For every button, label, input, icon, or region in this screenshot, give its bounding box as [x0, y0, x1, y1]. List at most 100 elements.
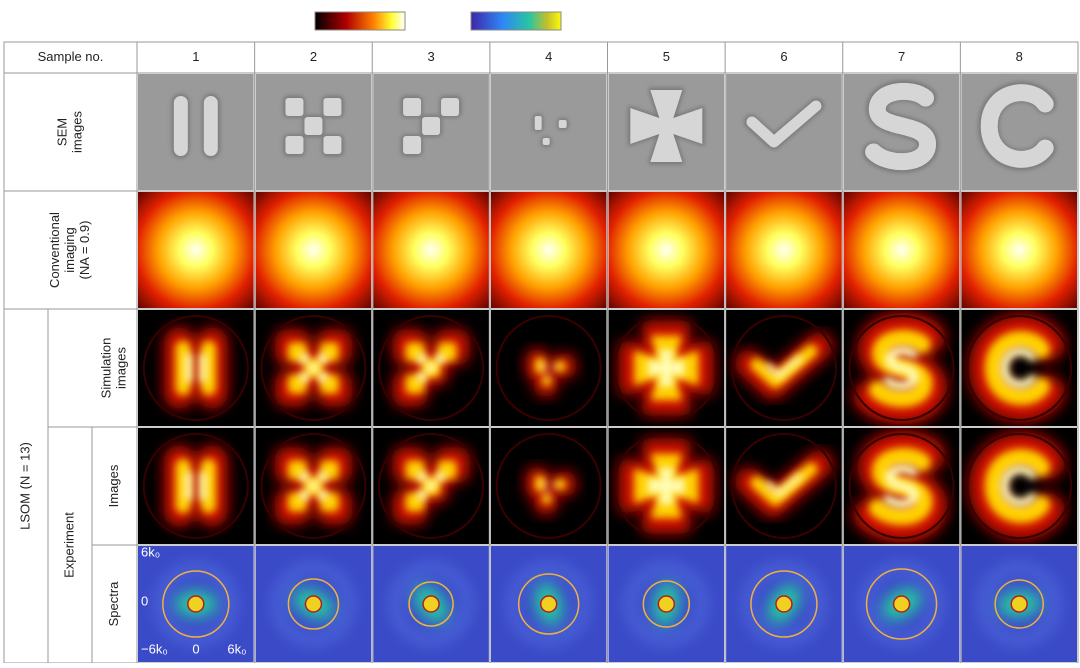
cell-bg: [255, 191, 373, 309]
image-cell: [608, 309, 726, 427]
cell-bg: [490, 73, 608, 191]
row-label: (NA = 0.9): [77, 221, 92, 280]
shape-part: [546, 374, 550, 378]
shape-part: [441, 98, 459, 116]
cell-bg: [137, 427, 255, 545]
shape-part: [436, 354, 445, 363]
image-cell: [608, 427, 726, 545]
dc-spot: [658, 596, 674, 612]
shape-part: [417, 373, 426, 382]
sample-number: 2: [310, 49, 317, 64]
cell-bg: [372, 191, 490, 309]
cell-bg: [960, 191, 1078, 309]
shape-part: [323, 136, 341, 154]
dc-spot: [423, 596, 439, 612]
image-cell: [960, 191, 1078, 309]
sample-number: 4: [545, 49, 552, 64]
colorbar-spectra: [471, 12, 561, 30]
row-label: LSOM (N = 13): [17, 442, 32, 530]
shape-part: [403, 98, 421, 116]
image-cell: [490, 191, 608, 309]
row-label: Simulation: [98, 338, 113, 399]
cell-bg: [843, 191, 961, 309]
sample-number: 3: [427, 49, 434, 64]
content: [614, 434, 718, 538]
shape-part: [200, 471, 207, 501]
row-label: Experiment: [61, 512, 76, 578]
shape-part: [304, 117, 322, 135]
shape-part: [427, 482, 436, 491]
image-cell: [255, 309, 373, 427]
dc-spot: [1011, 596, 1027, 612]
row-label: Spectra: [106, 581, 121, 627]
spectra-axis-label: −6k₀: [141, 641, 168, 656]
shape-part: [422, 117, 440, 135]
shape-part: [557, 363, 564, 370]
image-cell: [372, 427, 490, 545]
shape-part: [427, 364, 436, 373]
shape-part: [554, 365, 558, 369]
sample-number: 7: [898, 49, 905, 64]
shape-part: [185, 471, 192, 501]
cell-bg: [137, 73, 255, 191]
row-label: imaging: [62, 227, 77, 273]
shape-part: [285, 136, 303, 154]
image-cell: [960, 309, 1078, 427]
spectra-axis-label: 0: [192, 641, 199, 656]
dc-spot: [776, 596, 792, 612]
dc-spot: [305, 596, 321, 612]
shape-part: [309, 364, 318, 373]
row-label: images: [113, 347, 128, 389]
shape-part: [200, 353, 207, 383]
shape-part: [318, 491, 327, 500]
shape-part: [318, 373, 327, 382]
image-cell: [490, 309, 608, 427]
image-cell: [608, 191, 726, 309]
image-cell: [137, 309, 255, 427]
shape-part: [323, 98, 341, 116]
corner-label: Sample no.: [38, 49, 104, 64]
image-cell: [725, 427, 843, 545]
cell-bg: [137, 191, 255, 309]
shape-part: [185, 353, 192, 383]
image-cell: [960, 73, 1080, 191]
shape-part: [417, 491, 426, 500]
shape-part: [417, 472, 426, 481]
image-cell: [255, 191, 373, 309]
shape-part: [174, 96, 188, 156]
shape-part: [542, 481, 546, 488]
colorbar-hot: [315, 12, 405, 30]
image-cell: [725, 545, 843, 663]
image-cell: [843, 309, 961, 427]
image-cell: [490, 427, 608, 545]
shape-part: [554, 483, 558, 487]
sample-number: 6: [780, 49, 787, 64]
shape-part: [318, 354, 327, 363]
dc-spot: [541, 596, 557, 612]
shape-part: [544, 378, 550, 384]
image-cell: [372, 191, 490, 309]
shape-part: [318, 472, 327, 481]
dc-spot: [894, 596, 910, 612]
content: [277, 568, 349, 640]
cell-bg: [490, 191, 608, 309]
sample-number: 5: [663, 49, 670, 64]
image-cell: [372, 309, 490, 427]
dc-spot: [188, 596, 204, 612]
cell-bg: [608, 191, 726, 309]
shape-part: [436, 472, 445, 481]
content: [614, 316, 718, 420]
shape-part: [299, 354, 308, 363]
shape-part: [559, 120, 567, 128]
row-label: Conventional: [47, 212, 62, 288]
image-cell: [137, 191, 255, 309]
shape-part: [542, 363, 546, 370]
row-label: images: [69, 111, 84, 153]
image-cell: [725, 309, 843, 427]
shape-part: [309, 482, 318, 491]
image-cell: [255, 427, 373, 545]
image-cell: [960, 545, 1078, 663]
shape-part: [546, 492, 550, 496]
content: [850, 434, 954, 538]
